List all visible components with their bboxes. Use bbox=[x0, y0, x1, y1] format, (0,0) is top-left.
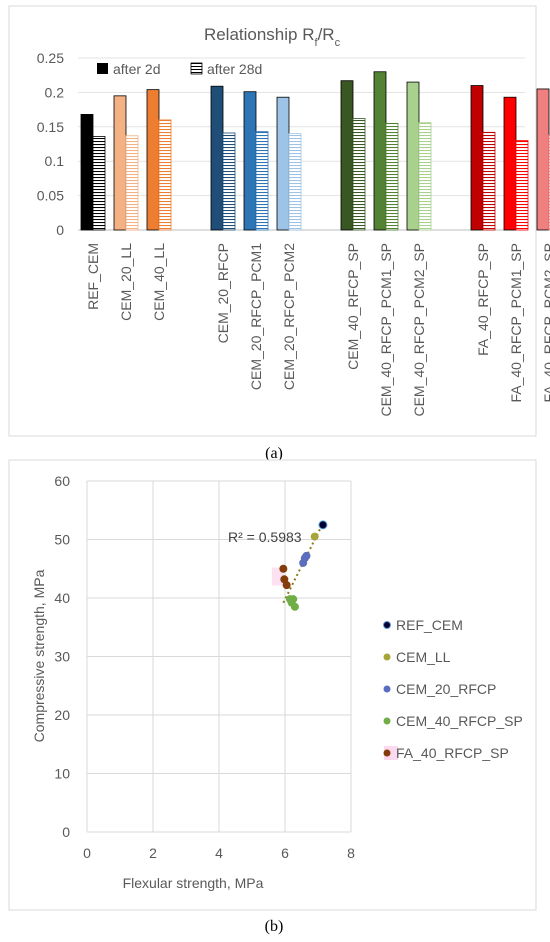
scatter-y-tick-label: 20 bbox=[54, 707, 70, 723]
bar-after-28d bbox=[92, 136, 106, 231]
scatter-point bbox=[279, 564, 288, 573]
scatter-x-tick-label: 4 bbox=[215, 845, 223, 861]
scatter-x-axis-label: Flexular strength, MPa bbox=[123, 875, 264, 891]
scatter-chart-panel: 0 10 20 30 40 50 60 0 2 4 6 8 R² = 0.5983 REF_CEM C… bbox=[8, 459, 537, 911]
bar-after-2d bbox=[210, 85, 224, 231]
bar-after-28d bbox=[515, 140, 529, 231]
scatter-legend-marker bbox=[383, 621, 391, 629]
bar-category-label: CEM_20_RFCP_PCM1 bbox=[248, 243, 264, 390]
scatter-point bbox=[302, 551, 311, 560]
bar-category-label: FA_40_RFCP_PCM1_SP bbox=[508, 243, 524, 403]
bar-y-tick-labels: 0 0.05 0.1 0.15 0.2 0.25 bbox=[37, 50, 64, 238]
scatter-grid bbox=[86, 480, 352, 833]
scatter-point bbox=[289, 595, 298, 604]
bar-after-28d bbox=[158, 119, 172, 231]
scatter-legend: REF_CEM CEM_LL CEM_20_RFCP CEM_40_RFCP_SP FA… bbox=[383, 617, 523, 761]
scatter-x-tick-label: 6 bbox=[281, 845, 289, 861]
scatter-point bbox=[290, 602, 299, 611]
scatter-x-tick-label: 0 bbox=[83, 845, 91, 861]
bar-y-tick-label: 0.1 bbox=[45, 153, 65, 169]
bar-after-28d bbox=[288, 133, 302, 231]
bar-after-28d bbox=[352, 118, 366, 231]
legend-swatch-after-28d bbox=[190, 62, 203, 75]
bar-after-2d bbox=[536, 88, 550, 231]
scatter-points bbox=[279, 520, 328, 611]
bar-category-label: CEM_20_RFCP_PCM2 bbox=[281, 243, 297, 390]
bar-category-label: FA_40_RFCP_SP bbox=[475, 243, 491, 356]
bar-y-tick-label: 0.15 bbox=[37, 119, 64, 135]
bar-after-28d bbox=[385, 122, 399, 231]
bar-after-2d bbox=[470, 85, 484, 231]
bar-after-2d bbox=[503, 96, 517, 231]
bar-after-2d bbox=[243, 91, 257, 231]
scatter-legend-label: REF_CEM bbox=[396, 617, 463, 633]
bar-chart-title: Relationship Rf/Rc bbox=[204, 25, 341, 49]
scatter-y-tick-label: 10 bbox=[54, 766, 70, 782]
scatter-legend-marker bbox=[383, 685, 391, 693]
bar-y-tick-label: 0 bbox=[56, 222, 64, 238]
scatter-x-tick-label: 8 bbox=[347, 845, 355, 861]
bar-category-label: REF_CEM bbox=[85, 243, 101, 310]
bar-legend: after 2d after 28d bbox=[97, 61, 262, 77]
bar-after-2d bbox=[146, 89, 160, 231]
bar-after-28d bbox=[255, 131, 269, 231]
scatter-y-tick-label: 40 bbox=[54, 590, 70, 606]
scatter-y-tick-labels: 0 10 20 30 40 50 60 bbox=[54, 473, 70, 840]
scatter-legend-marker bbox=[383, 749, 391, 757]
bar-category-label: FA_40_RFCP_PCM2_SP bbox=[541, 243, 550, 403]
scatter-y-axis-label: Compressive strength, MPa bbox=[31, 569, 47, 742]
bar-after-2d bbox=[276, 96, 290, 231]
scatter-legend-marker bbox=[383, 653, 391, 661]
scatter-x-tick-labels: 0 2 4 6 8 bbox=[83, 845, 355, 861]
scatter-legend-label: CEM_LL bbox=[396, 649, 451, 665]
bar-category-label: CEM_40_LL bbox=[151, 243, 167, 321]
bar-category-label: CEM_20_RFCP bbox=[215, 243, 231, 343]
scatter-legend-label: CEM_20_RFCP bbox=[396, 681, 496, 697]
scatter-chart-frame bbox=[8, 459, 537, 911]
legend-label-after-28d: after 28d bbox=[207, 61, 262, 77]
trendline-r-squared: R² = 0.5983 bbox=[228, 529, 302, 545]
bar-after-28d bbox=[482, 131, 496, 231]
scatter-y-tick-label: 50 bbox=[54, 532, 70, 548]
scatter-legend-label: FA_40_RFCP_SP bbox=[396, 745, 509, 761]
legend-swatch-after-2d bbox=[97, 63, 108, 74]
bar-after-28d bbox=[418, 122, 432, 231]
bar-after-2d bbox=[406, 81, 420, 231]
caption-a: (a) bbox=[265, 445, 283, 462]
bar-category-labels: REF_CEM CEM_20_LL CEM_40_LL CEM_20_RFCP CEM_… bbox=[85, 243, 550, 417]
bar-after-2d bbox=[80, 114, 94, 231]
scatter-point bbox=[310, 532, 319, 541]
legend-label-after-2d: after 2d bbox=[113, 61, 160, 77]
bar-category-label: CEM_40_RFCP_PCM1_SP bbox=[378, 243, 394, 417]
bar-after-2d bbox=[340, 80, 354, 231]
scatter-legend-marker bbox=[383, 717, 391, 725]
scatter-x-tick-label: 2 bbox=[149, 845, 157, 861]
legend-highlight bbox=[384, 746, 398, 760]
scatter-y-tick-label: 60 bbox=[54, 473, 70, 489]
scatter-point bbox=[318, 520, 328, 530]
bar-after-2d bbox=[113, 95, 127, 231]
scatter-point bbox=[282, 581, 291, 590]
bar-after-28d bbox=[125, 135, 139, 231]
bar-category-label: CEM_40_RFCP_PCM2_SP bbox=[411, 243, 427, 417]
bar-after-2d bbox=[373, 71, 387, 231]
bar-y-tick-label: 0.2 bbox=[45, 84, 65, 100]
bar-category-label: CEM_40_RFCP_SP bbox=[345, 243, 361, 370]
bar-y-tick-label: 0.25 bbox=[37, 50, 64, 66]
scatter-legend-label: CEM_40_RFCP_SP bbox=[396, 713, 523, 729]
scatter-y-tick-label: 0 bbox=[62, 824, 70, 840]
bar-series bbox=[80, 71, 550, 231]
bar-category-label: CEM_20_LL bbox=[118, 243, 134, 321]
bar-y-tick-label: 0.05 bbox=[37, 188, 64, 204]
caption-b: (b) bbox=[265, 918, 284, 935]
bar-after-28d bbox=[222, 132, 236, 231]
scatter-y-tick-label: 30 bbox=[54, 649, 70, 665]
bar-chart-panel: Relationship Rf/Rc 0 0.05 0.1 0.15 0.2 0.25 R… bbox=[8, 5, 550, 437]
